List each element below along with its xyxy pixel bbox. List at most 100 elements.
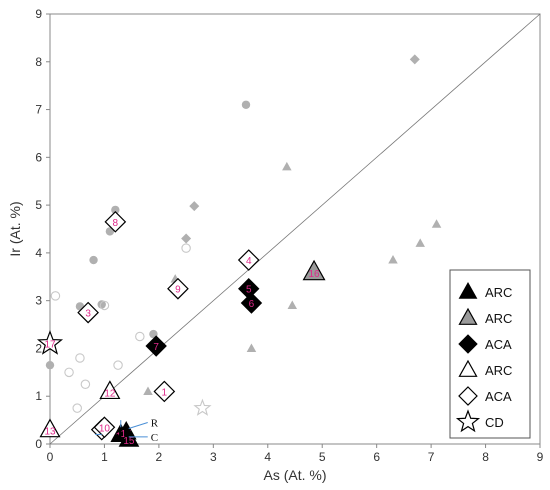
legend-marker-shape — [458, 334, 478, 354]
legend-marker — [458, 359, 478, 377]
point-id-label: 4 — [246, 256, 252, 267]
legend-marker — [458, 281, 478, 299]
point-id-label: 9 — [175, 285, 181, 296]
background-point — [287, 300, 298, 309]
background-point — [181, 243, 191, 253]
background-point — [409, 54, 420, 65]
y-tick-label: 4 — [35, 246, 42, 260]
data-point — [104, 210, 127, 233]
background-point-shape — [409, 54, 420, 65]
x-tick-label: 6 — [373, 450, 380, 464]
point-id-label: 13 — [44, 427, 56, 438]
x-tick-label: 4 — [264, 450, 271, 464]
background-point — [113, 360, 123, 370]
annotations: RC — [95, 418, 159, 444]
data-point-shape — [77, 301, 99, 324]
legend-marker-shape — [458, 359, 478, 377]
y-tick-label: 5 — [35, 198, 42, 212]
x-tick-label: 7 — [428, 450, 435, 464]
background-point — [111, 205, 120, 215]
x-tick-label: 8 — [482, 450, 489, 464]
point-id-label: 12 — [104, 388, 116, 399]
legend-marker — [455, 409, 481, 433]
background-point-shape — [80, 379, 91, 390]
point-id-label: 10 — [99, 423, 111, 434]
legend: ARC ARC ACA ARC ACA CD — [449, 269, 531, 439]
data-point — [77, 301, 99, 324]
data-point — [99, 380, 121, 400]
y-tick-label: 6 — [35, 150, 42, 164]
legend-label: ARC — [485, 285, 512, 300]
background-point — [282, 161, 292, 171]
x-tick-label: 3 — [210, 450, 217, 464]
annotation-arrow — [128, 422, 148, 429]
legend-marker-shape — [455, 409, 481, 433]
background-point-shape — [282, 161, 292, 171]
background-point — [135, 331, 145, 342]
legend-label: CD — [485, 415, 504, 430]
reference-line — [49, 13, 541, 445]
background-point-shape — [45, 360, 55, 370]
legend-label: ACA — [485, 389, 512, 404]
point-id-label: 3 — [85, 309, 91, 320]
y-tick-label: 0 — [35, 437, 42, 451]
legend-marker-shape — [458, 281, 478, 299]
data-point-shape — [118, 428, 140, 447]
background-point-shape — [287, 300, 298, 309]
labeled-points: 1234567891011121314151617 — [36, 210, 326, 447]
x-tick-label: 0 — [47, 450, 54, 464]
data-point — [167, 277, 189, 300]
background-point — [181, 233, 192, 244]
legend-marker — [458, 307, 478, 325]
x-tick-label: 5 — [319, 450, 326, 464]
background-point — [72, 403, 82, 413]
data-point-shape — [302, 259, 326, 281]
background-point-shape — [415, 238, 425, 247]
data-point — [153, 380, 176, 403]
background-point-shape — [193, 398, 212, 416]
y-tick-label: 9 — [35, 7, 42, 21]
background-point-shape — [246, 343, 257, 352]
point-id-label: 16 — [308, 269, 320, 280]
background-point — [75, 353, 85, 363]
data-point — [237, 249, 260, 271]
x-tick-label: 2 — [156, 450, 163, 464]
background-point-shape — [72, 403, 82, 413]
background-point-shape — [189, 201, 200, 212]
plot-frame — [49, 13, 541, 445]
background-point — [431, 219, 442, 228]
data-point-shape — [240, 292, 263, 314]
background-point-shape — [241, 100, 251, 109]
data-point — [240, 292, 263, 314]
background-point-shape — [181, 243, 191, 253]
background-point-shape — [388, 255, 398, 264]
background-point — [246, 343, 257, 352]
y-axis-title: Ir (At. %) — [7, 201, 23, 256]
data-point-shape — [39, 418, 61, 438]
background-point-shape — [431, 219, 442, 228]
point-id-label: 17 — [44, 340, 56, 351]
data-point-shape — [167, 277, 189, 300]
background-point — [388, 255, 398, 264]
background-point-shape — [50, 291, 61, 301]
background-point — [64, 367, 74, 378]
data-point — [93, 416, 116, 439]
point-id-label: 15 — [123, 436, 135, 447]
annotation-label: R — [151, 418, 159, 430]
background-point-shape — [111, 205, 120, 215]
data-point — [39, 418, 61, 438]
data-point — [145, 335, 167, 357]
background-point — [50, 291, 61, 301]
background-point — [97, 300, 106, 309]
point-id-label: 1 — [162, 387, 168, 398]
background-point — [45, 360, 55, 370]
background-point — [415, 238, 425, 247]
x-tick-label: 9 — [537, 450, 544, 464]
background-point-shape — [181, 233, 192, 244]
x-axis-title: As (At. %) — [263, 467, 326, 483]
background-point-shape — [97, 300, 106, 309]
y-tick-label: 3 — [35, 294, 42, 308]
background-point — [89, 255, 98, 265]
